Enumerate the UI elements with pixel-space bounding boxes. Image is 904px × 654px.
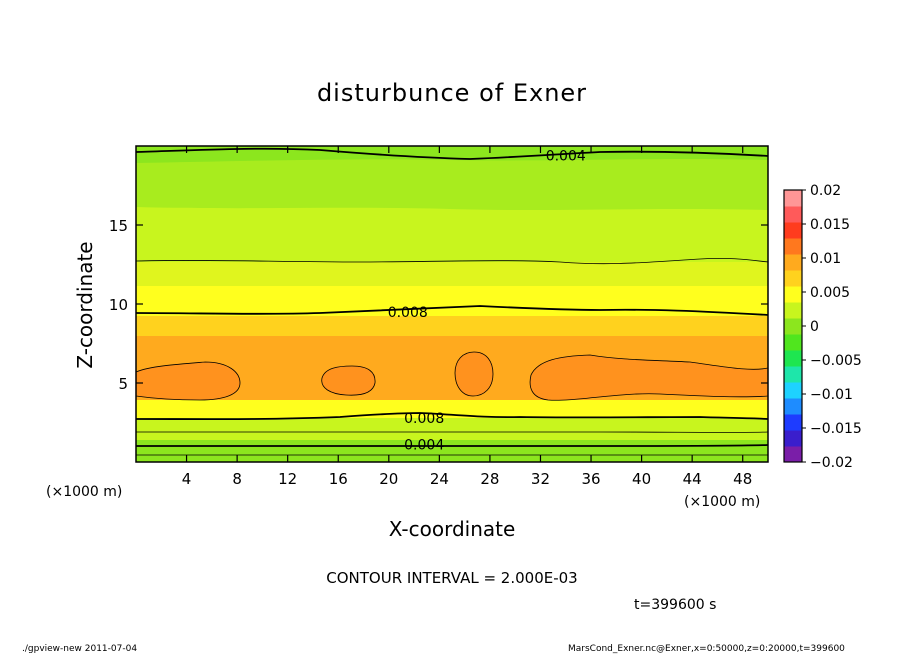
- layer-low-yellow: [136, 400, 768, 418]
- contour-line-bottom: [136, 444, 768, 447]
- colorbar-swatch: [784, 430, 802, 447]
- footer-left: ./gpview-new 2011-07-04: [22, 644, 137, 654]
- colorbar-swatch: [784, 382, 802, 399]
- colorbar-swatch: [784, 254, 802, 271]
- plot-area: [136, 146, 768, 462]
- blob-3: [454, 351, 494, 397]
- colorbar-tick-label: 0.02: [810, 183, 841, 199]
- blob-2: [321, 365, 376, 396]
- colorbar-swatch: [784, 446, 802, 463]
- contour-label: 0.008: [404, 411, 444, 427]
- colorbar-swatch: [784, 302, 802, 319]
- colorbar-swatch: [784, 206, 802, 223]
- blob-1: [136, 361, 241, 401]
- colorbar-swatch: [784, 238, 802, 255]
- colorbar-swatch: [784, 222, 802, 239]
- layer-light-yellow-green: [136, 262, 768, 286]
- colorbar-tick-label: −0.015: [810, 421, 862, 437]
- contour-label: 0.004: [404, 438, 444, 454]
- contour-label: 0.004: [546, 148, 586, 164]
- y-axis-label: Z-coordinate: [73, 241, 97, 368]
- colorbar-tick-label: −0.01: [810, 387, 853, 403]
- layer-bottom: [136, 440, 768, 462]
- colorbar-swatch: [784, 318, 802, 335]
- layer-low: [136, 417, 768, 440]
- colorbar-tick-label: −0.02: [810, 455, 853, 471]
- contour-line-upper-thin: [136, 257, 768, 265]
- colorbar-swatch: [784, 270, 802, 287]
- x-tick-label: 48: [733, 470, 752, 488]
- x-tick-label: 44: [683, 470, 702, 488]
- x-tick-label: 20: [379, 470, 398, 488]
- colorbar-tick-label: 0.01: [810, 251, 841, 267]
- x-tick-label: 24: [430, 470, 449, 488]
- contour-line-mid: [136, 305, 768, 316]
- chart-title: disturbunce of Exner: [317, 79, 587, 107]
- x-tick-label: 28: [480, 470, 499, 488]
- layer-gold: [136, 316, 768, 336]
- y-tick-label: 10: [109, 296, 128, 314]
- colorbar-tick-label: 0.005: [810, 285, 850, 301]
- contour-label: 0.008: [388, 305, 428, 321]
- y-tick-label: 5: [118, 375, 128, 393]
- colorbar-swatch: [784, 366, 802, 383]
- x-tick-label: 16: [329, 470, 348, 488]
- x-tick-label: 8: [232, 470, 242, 488]
- contour-line-lower: [136, 412, 768, 421]
- x-tick-label: 12: [278, 470, 297, 488]
- footer-right: MarsCond_Exner.nc@Exner,x=0:50000,z=0:20…: [568, 644, 845, 654]
- x-tick-label: 36: [581, 470, 600, 488]
- x-axis-label: X-coordinate: [389, 517, 516, 541]
- colorbar-swatch: [784, 334, 802, 351]
- colorbar-swatch: [784, 414, 802, 431]
- x-tick-label: 32: [531, 470, 550, 488]
- blob-4: [529, 354, 768, 401]
- x-tick-label: 4: [182, 470, 192, 488]
- x-unit-right: (×1000 m): [684, 494, 760, 510]
- band-light-green-upper: [136, 159, 768, 210]
- contour-line-top: [136, 147, 768, 160]
- time-text: t=399600 s: [634, 597, 716, 613]
- colorbar-tick-label: 0.015: [810, 217, 850, 233]
- x-unit-left: (×1000 m): [46, 484, 122, 500]
- colorbar-tick-label: 0: [810, 319, 819, 335]
- x-tick-label: 40: [632, 470, 651, 488]
- y-tick-label: 15: [109, 217, 128, 235]
- colorbar-swatch: [784, 190, 802, 207]
- layer-top: [136, 146, 768, 164]
- colorbar-tick-label: −0.005: [810, 353, 862, 369]
- colorbar-swatch: [784, 350, 802, 367]
- colorbar-swatch: [784, 398, 802, 415]
- colorbar-swatch: [784, 286, 802, 303]
- contour-interval-text: CONTOUR INTERVAL = 2.000E-03: [326, 569, 577, 587]
